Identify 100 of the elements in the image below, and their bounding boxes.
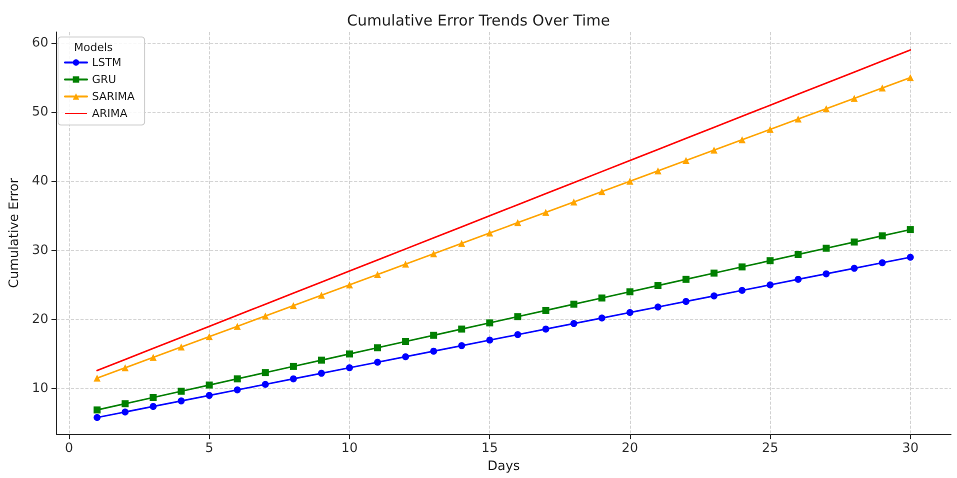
y-tick-label: 30 bbox=[32, 242, 48, 258]
point bbox=[346, 350, 353, 358]
x-tick-label: 30 bbox=[902, 441, 919, 456]
legend-label: SARIMA bbox=[92, 90, 136, 103]
point bbox=[542, 208, 550, 216]
x-tick-label: 25 bbox=[762, 441, 778, 456]
point bbox=[486, 336, 494, 344]
x-axis-title: Days bbox=[487, 459, 520, 474]
legend-label: LSTM bbox=[92, 56, 122, 69]
point bbox=[122, 400, 129, 408]
point bbox=[738, 286, 746, 294]
point bbox=[598, 188, 606, 196]
legend-label: GRU bbox=[92, 73, 116, 86]
point bbox=[682, 157, 690, 164]
point bbox=[598, 314, 606, 322]
point bbox=[122, 364, 129, 372]
point bbox=[514, 219, 522, 226]
point bbox=[878, 84, 886, 92]
point bbox=[626, 288, 634, 296]
y-axis-title: Cumulative Error bbox=[7, 177, 22, 288]
point bbox=[402, 338, 410, 346]
point bbox=[318, 356, 325, 364]
y-tick-label: 10 bbox=[32, 381, 48, 396]
point bbox=[682, 276, 690, 283]
point bbox=[570, 198, 578, 206]
point bbox=[822, 244, 830, 252]
point bbox=[94, 374, 101, 382]
point bbox=[626, 309, 634, 316]
point bbox=[290, 375, 297, 382]
point bbox=[878, 232, 886, 240]
y-tick-label: 20 bbox=[32, 312, 48, 327]
point bbox=[626, 178, 634, 185]
x-tick-label: 5 bbox=[205, 441, 214, 456]
point bbox=[654, 303, 662, 310]
point bbox=[850, 94, 858, 102]
point bbox=[150, 402, 157, 410]
point bbox=[178, 344, 185, 351]
point bbox=[206, 382, 213, 389]
point bbox=[738, 263, 746, 270]
point bbox=[878, 259, 886, 266]
point bbox=[794, 250, 802, 258]
point bbox=[794, 116, 802, 123]
point bbox=[906, 74, 914, 82]
point bbox=[710, 146, 718, 154]
point bbox=[318, 370, 325, 377]
point bbox=[710, 270, 718, 277]
point bbox=[822, 270, 830, 278]
point bbox=[598, 294, 606, 302]
point bbox=[430, 348, 438, 355]
x-tick-label: 20 bbox=[622, 441, 638, 456]
point bbox=[402, 260, 410, 268]
point bbox=[906, 254, 914, 261]
point bbox=[458, 326, 466, 333]
point bbox=[150, 394, 157, 401]
point bbox=[766, 126, 774, 133]
point bbox=[850, 264, 858, 272]
y-tick-label: 40 bbox=[32, 174, 48, 189]
point bbox=[570, 320, 578, 328]
point bbox=[122, 408, 129, 416]
point bbox=[374, 271, 382, 278]
point bbox=[766, 281, 774, 288]
y-tick-label: 60 bbox=[32, 36, 48, 51]
point bbox=[94, 406, 101, 414]
point bbox=[374, 358, 382, 366]
point bbox=[710, 292, 718, 300]
point bbox=[178, 397, 185, 404]
chart-title: Cumulative Error Trends Over Time bbox=[347, 12, 610, 30]
point bbox=[262, 312, 269, 320]
point bbox=[458, 342, 466, 350]
point bbox=[542, 306, 550, 314]
point bbox=[150, 354, 157, 361]
point bbox=[514, 331, 522, 338]
point bbox=[234, 375, 241, 382]
point bbox=[766, 257, 774, 264]
x-tick-label: 15 bbox=[481, 441, 498, 456]
x-tick-label: 0 bbox=[64, 441, 74, 456]
y-tick-label: 50 bbox=[32, 104, 48, 120]
point bbox=[514, 313, 522, 320]
point bbox=[374, 344, 382, 352]
legend-title: Models bbox=[74, 41, 114, 54]
point bbox=[206, 392, 213, 399]
point bbox=[346, 281, 353, 288]
point bbox=[262, 369, 269, 376]
point bbox=[430, 332, 438, 339]
point bbox=[850, 238, 858, 246]
point bbox=[794, 276, 802, 283]
point bbox=[290, 302, 297, 310]
point bbox=[542, 326, 550, 333]
point bbox=[738, 136, 746, 144]
point bbox=[346, 364, 353, 372]
point bbox=[654, 282, 662, 290]
point bbox=[178, 388, 185, 395]
point bbox=[262, 380, 269, 388]
point bbox=[458, 240, 466, 247]
point bbox=[486, 230, 494, 237]
point bbox=[234, 322, 241, 330]
point bbox=[318, 292, 325, 299]
point bbox=[402, 353, 410, 360]
point bbox=[290, 362, 297, 370]
point bbox=[486, 319, 494, 326]
